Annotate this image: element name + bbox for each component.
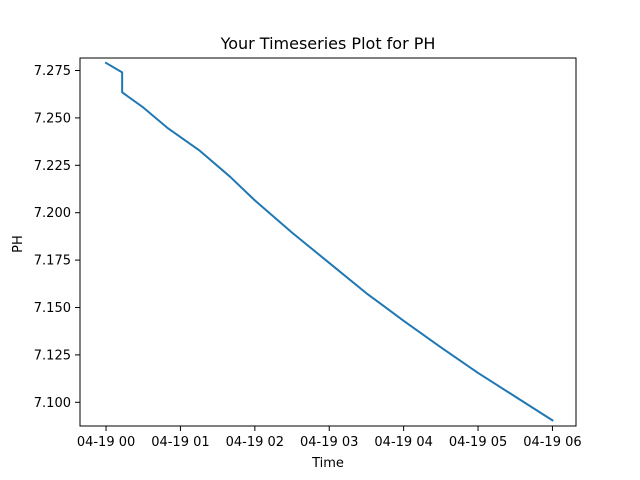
y-tick-label-5: 7.225 bbox=[34, 159, 71, 174]
y-tick-label-0: 7.100 bbox=[34, 396, 71, 411]
x-tick-label-5: 04-19 05 bbox=[449, 435, 507, 450]
y-tick-label-2: 7.150 bbox=[34, 301, 71, 316]
x-tick-label-4: 04-19 04 bbox=[374, 435, 432, 450]
y-tick-label-1: 7.125 bbox=[34, 348, 71, 363]
y-axis-label: PH bbox=[11, 235, 26, 253]
y-tick-label-6: 7.250 bbox=[34, 111, 71, 126]
y-tick-label-3: 7.175 bbox=[34, 254, 71, 269]
x-tick-label-2: 04-19 02 bbox=[226, 435, 284, 450]
y-tick-label-7: 7.275 bbox=[34, 64, 71, 79]
plot-area: 04-19 00 04-19 01 04-19 02 04-19 03 04-19 04… bbox=[34, 57, 582, 450]
y-tick-label-4: 7.200 bbox=[34, 206, 71, 221]
chart-title: Your Timeseries Plot for PH bbox=[220, 34, 436, 53]
x-tick-label-6: 04-19 06 bbox=[523, 435, 581, 450]
axes-frame bbox=[79, 57, 577, 427]
x-tick-label-0: 04-19 00 bbox=[77, 435, 135, 450]
x-axis-label: Time bbox=[311, 456, 344, 471]
x-tick-label-1: 04-19 01 bbox=[151, 435, 209, 450]
series-line-0 bbox=[104, 61, 554, 422]
x-tick-label-3: 04-19 03 bbox=[300, 435, 358, 450]
